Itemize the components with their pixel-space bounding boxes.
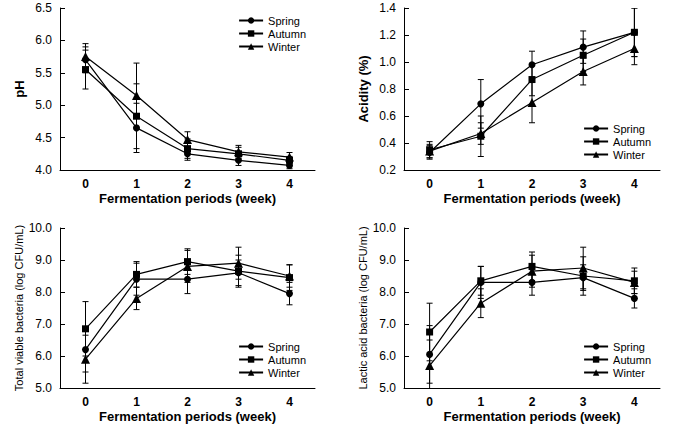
svg-text:10.0: 10.0 bbox=[29, 221, 53, 235]
svg-text:5.0: 5.0 bbox=[35, 381, 52, 395]
svg-text:Total viable bacteria (log CFU: Total viable bacteria (log CFU/mL) bbox=[13, 225, 25, 391]
svg-text:1: 1 bbox=[477, 395, 484, 409]
svg-text:6.0: 6.0 bbox=[35, 349, 52, 363]
svg-text:10.0: 10.0 bbox=[373, 221, 397, 235]
svg-text:4: 4 bbox=[631, 395, 638, 409]
svg-text:Lactic acid bacteria (log CFU/: Lactic acid bacteria (log CFU/mL) bbox=[357, 226, 369, 389]
svg-text:Spring: Spring bbox=[613, 341, 645, 353]
svg-text:Winter: Winter bbox=[268, 41, 300, 53]
svg-text:9.0: 9.0 bbox=[35, 253, 52, 267]
svg-text:4: 4 bbox=[286, 177, 293, 191]
svg-text:2: 2 bbox=[184, 395, 191, 409]
svg-text:4.5: 4.5 bbox=[35, 131, 52, 145]
svg-text:0.2: 0.2 bbox=[379, 163, 396, 177]
svg-text:1: 1 bbox=[477, 177, 484, 191]
svg-text:5.0: 5.0 bbox=[379, 381, 396, 395]
svg-text:Acidity (%): Acidity (%) bbox=[356, 55, 371, 122]
svg-text:Fermentation periods (week): Fermentation periods (week) bbox=[444, 191, 621, 206]
svg-text:3: 3 bbox=[235, 395, 242, 409]
svg-text:pH: pH bbox=[12, 80, 27, 97]
svg-text:Winter: Winter bbox=[613, 367, 645, 379]
svg-text:3: 3 bbox=[580, 395, 587, 409]
svg-text:2: 2 bbox=[529, 177, 536, 191]
svg-text:6.0: 6.0 bbox=[35, 33, 52, 47]
svg-text:Fermentation periods (week): Fermentation periods (week) bbox=[444, 409, 621, 424]
svg-text:Autumn: Autumn bbox=[268, 354, 306, 366]
svg-text:5.0: 5.0 bbox=[35, 98, 52, 112]
svg-text:1.4: 1.4 bbox=[379, 1, 396, 15]
svg-text:0.6: 0.6 bbox=[379, 109, 396, 123]
svg-text:4.0: 4.0 bbox=[35, 163, 52, 177]
svg-text:1.2: 1.2 bbox=[379, 28, 396, 42]
svg-text:1: 1 bbox=[133, 395, 140, 409]
svg-text:4: 4 bbox=[631, 177, 638, 191]
svg-text:3: 3 bbox=[580, 177, 587, 191]
svg-text:1: 1 bbox=[133, 177, 140, 191]
svg-text:9.0: 9.0 bbox=[379, 253, 396, 267]
svg-text:8.0: 8.0 bbox=[35, 285, 52, 299]
svg-text:0: 0 bbox=[82, 177, 89, 191]
svg-text:5.5: 5.5 bbox=[35, 66, 52, 80]
svg-text:0: 0 bbox=[426, 395, 433, 409]
svg-text:0.8: 0.8 bbox=[379, 82, 396, 96]
svg-text:8.0: 8.0 bbox=[379, 285, 396, 299]
svg-text:6.5: 6.5 bbox=[35, 1, 52, 15]
svg-text:Autumn: Autumn bbox=[268, 28, 306, 40]
svg-text:Spring: Spring bbox=[268, 15, 300, 27]
svg-text:2: 2 bbox=[529, 395, 536, 409]
svg-text:Fermentation periods (week): Fermentation periods (week) bbox=[99, 409, 276, 424]
svg-text:Autumn: Autumn bbox=[613, 136, 651, 148]
svg-text:0: 0 bbox=[82, 395, 89, 409]
svg-text:Autumn: Autumn bbox=[613, 354, 651, 366]
svg-text:4: 4 bbox=[286, 395, 293, 409]
svg-text:0: 0 bbox=[426, 177, 433, 191]
svg-text:Spring: Spring bbox=[268, 341, 300, 353]
svg-text:3: 3 bbox=[235, 177, 242, 191]
svg-text:Spring: Spring bbox=[613, 123, 645, 135]
svg-text:7.0: 7.0 bbox=[379, 317, 396, 331]
svg-text:6.0: 6.0 bbox=[379, 349, 396, 363]
svg-text:2: 2 bbox=[184, 177, 191, 191]
svg-text:1.0: 1.0 bbox=[379, 55, 396, 69]
svg-text:Winter: Winter bbox=[613, 149, 645, 161]
svg-text:Winter: Winter bbox=[268, 367, 300, 379]
svg-text:0.4: 0.4 bbox=[379, 136, 396, 150]
svg-text:Fermentation periods (week): Fermentation periods (week) bbox=[99, 191, 276, 206]
svg-text:7.0: 7.0 bbox=[35, 317, 52, 331]
